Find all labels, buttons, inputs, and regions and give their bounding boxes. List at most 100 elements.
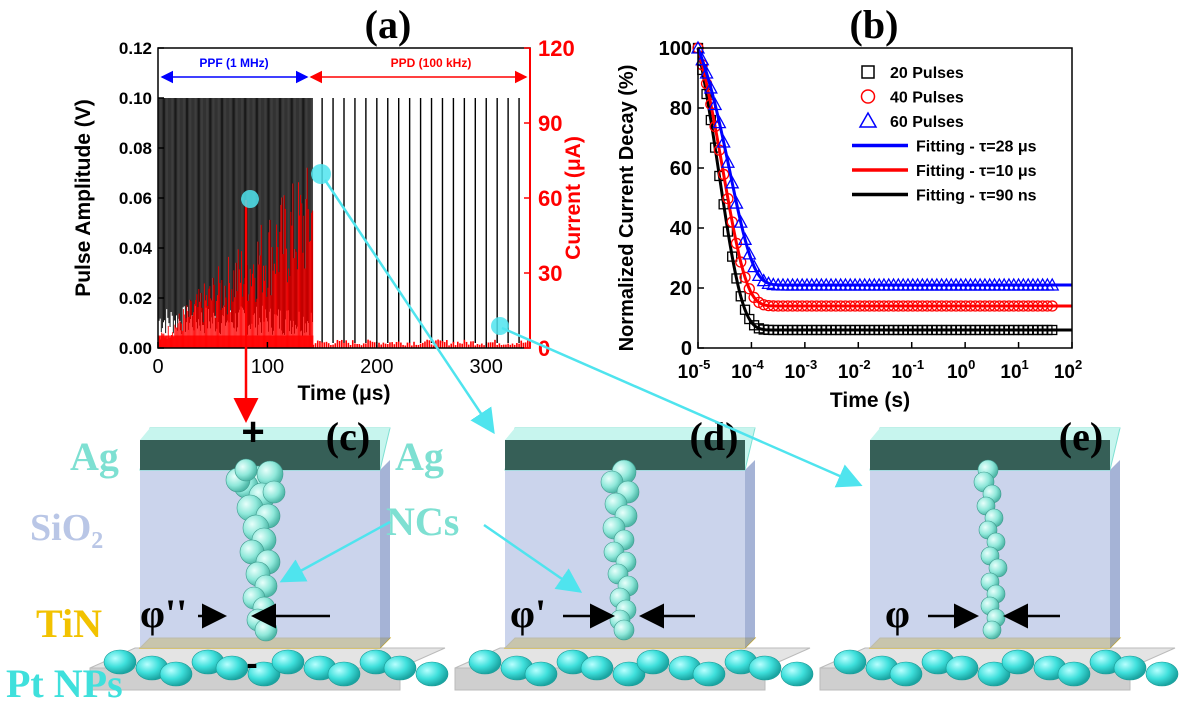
pt-nanoparticle bbox=[468, 649, 502, 675]
pt-nanoparticle bbox=[103, 649, 137, 675]
ag-top bbox=[140, 428, 390, 440]
panel-a-plot-area bbox=[158, 98, 529, 348]
minus-sign: - bbox=[246, 645, 257, 683]
b-xtick-label: 10-3 bbox=[785, 357, 818, 383]
b-ytick-label: 100 bbox=[659, 38, 692, 60]
a-xtick-label: 200 bbox=[360, 356, 393, 378]
marker-40-pulses bbox=[1046, 300, 1058, 312]
ncs-pointer-d bbox=[483, 523, 583, 593]
marker-60-pulses bbox=[712, 115, 727, 129]
b-xtick-mantissa: 10 bbox=[1000, 362, 1021, 383]
b-ytick-label: 80 bbox=[670, 98, 692, 120]
panel-c-label: (c) bbox=[326, 414, 370, 459]
b-xtick-label: 100 bbox=[947, 357, 975, 383]
ag-ncs-label-1: Ag bbox=[395, 434, 444, 479]
a-xtick-label: 100 bbox=[251, 356, 284, 378]
marker-40-pulses bbox=[717, 168, 730, 181]
ag-nanocluster bbox=[254, 618, 278, 642]
marker-60-pulses bbox=[716, 134, 731, 148]
marker-60-pulses bbox=[737, 231, 753, 245]
sio2-side bbox=[1110, 460, 1120, 648]
sio2-side bbox=[380, 460, 390, 648]
pt-nanoparticle bbox=[383, 655, 417, 681]
panel-b-legend: 20 Pulses 40 Pulses 60 Pulses Fitting - τ=2… bbox=[852, 65, 1037, 205]
ag-ncs-label-2: NCs bbox=[386, 499, 459, 544]
legend-marker-triangle bbox=[858, 111, 878, 128]
legend-entry: Fitting - τ=90 ns bbox=[916, 188, 1037, 205]
pt-nanoparticle bbox=[780, 661, 814, 687]
pt-nps-label: Pt NPs bbox=[6, 661, 123, 706]
panel-b-xlabel: Time (s) bbox=[830, 389, 910, 412]
marker-60-pulses bbox=[729, 195, 744, 209]
b-xtick-label: 101 bbox=[1000, 357, 1028, 383]
device-schematics bbox=[89, 427, 1179, 691]
panel-a-label: (a) bbox=[365, 2, 412, 47]
b-xtick-exponent: 1 bbox=[1022, 357, 1029, 372]
marker-60-pulses bbox=[742, 246, 757, 260]
panel-a-right-axis: 0 30 60 90 120 bbox=[524, 36, 575, 361]
sio2-label-main: SiO bbox=[30, 507, 91, 549]
marker-20-pulses bbox=[1047, 324, 1058, 336]
b-ytick-label: 60 bbox=[670, 158, 692, 180]
marker-40-pulses bbox=[1041, 300, 1054, 312]
b-xtick-mantissa: 10 bbox=[891, 362, 912, 383]
panel-a-xlabel: Time (μs) bbox=[298, 382, 391, 405]
pointer-dot-c bbox=[241, 190, 259, 208]
pointer-arrows bbox=[233, 164, 863, 593]
a-ytick-label: 0.10 bbox=[119, 89, 152, 108]
b-xtick-mantissa: 10 bbox=[1054, 362, 1075, 383]
marker-40-pulses bbox=[722, 193, 734, 205]
a-ytick-label: 0.08 bbox=[119, 139, 152, 158]
pt-nanoparticle bbox=[1113, 655, 1147, 681]
b-xtick-label: 10-4 bbox=[731, 357, 764, 383]
marker-20-pulses bbox=[722, 226, 734, 237]
panel-a-ylabel: Pulse Amplitude (V) bbox=[72, 99, 95, 297]
panel-a-x-axis: 0 100 200 300 bbox=[152, 342, 503, 378]
pt-nanoparticle bbox=[889, 661, 923, 687]
marker-60-pulses bbox=[695, 52, 710, 66]
pt-nanoparticle bbox=[415, 661, 449, 687]
b-xtick-label: 10-5 bbox=[678, 357, 711, 383]
b-xtick-exponent: -1 bbox=[913, 357, 925, 372]
b-ytick-label: 40 bbox=[670, 218, 692, 240]
pt-nanoparticle bbox=[692, 661, 726, 687]
pt-nanoparticle bbox=[833, 649, 867, 675]
legend-entry: 60 Pulses bbox=[890, 114, 964, 131]
legend-entry: 20 Pulses bbox=[890, 65, 964, 82]
b-xtick-mantissa: 10 bbox=[838, 362, 859, 383]
marker-60-pulses bbox=[747, 259, 762, 273]
b-xtick-exponent: 2 bbox=[1075, 357, 1082, 372]
pt-nanoparticle bbox=[612, 661, 646, 687]
b-xtick-mantissa: 10 bbox=[678, 362, 699, 383]
b-xtick-exponent: -5 bbox=[699, 357, 711, 372]
pt-nanoparticle bbox=[215, 655, 249, 681]
pt-nanoparticle bbox=[247, 661, 281, 687]
b-ytick-label: 20 bbox=[670, 278, 692, 300]
pt-nanoparticle bbox=[327, 661, 361, 687]
pt-nanoparticle bbox=[945, 655, 979, 681]
marker-60-pulses bbox=[720, 154, 736, 168]
pointer-cyan-d bbox=[323, 179, 495, 435]
marker-40-pulses bbox=[743, 283, 755, 295]
a-ytick-label: 0.04 bbox=[119, 239, 153, 258]
marker-60-pulses bbox=[703, 80, 718, 94]
a-xtick-label: 300 bbox=[470, 356, 503, 378]
ppf-current-floor bbox=[158, 335, 314, 348]
phi-d-label: φ' bbox=[510, 591, 546, 636]
b-xtick-mantissa: 10 bbox=[947, 362, 968, 383]
ppf-label: PPF (1 MHz) bbox=[199, 56, 268, 70]
panel-e-label: (e) bbox=[1059, 414, 1103, 459]
legend-entry: Fitting - τ=10 μs bbox=[916, 163, 1037, 180]
a-ytick-right-label: 0 bbox=[538, 336, 550, 361]
a-ytick-label: 0.12 bbox=[119, 39, 152, 58]
b-xtick-label: 10-1 bbox=[891, 357, 924, 383]
panel-a-left-axis: 0.00 0.02 0.04 0.06 0.08 0.10 0.12 bbox=[119, 39, 164, 358]
marker-60-pulses bbox=[699, 65, 714, 79]
marker-60-pulses bbox=[733, 214, 748, 228]
ag-front-face bbox=[505, 440, 745, 470]
phi-e-label: φ bbox=[885, 591, 910, 636]
legend-marker-circle bbox=[860, 89, 876, 104]
marker-40-pulses bbox=[739, 271, 751, 283]
